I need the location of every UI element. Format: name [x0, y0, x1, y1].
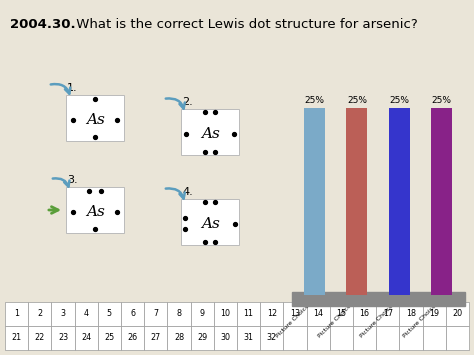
Text: 21: 21 [11, 333, 22, 343]
Text: 28: 28 [174, 333, 184, 343]
Text: 23: 23 [58, 333, 68, 343]
Bar [304, 108, 325, 295]
Bar [28, 326, 51, 350]
Text: 3: 3 [61, 310, 65, 318]
Bar [446, 302, 469, 326]
Bar [237, 326, 260, 350]
Bar [307, 326, 330, 350]
Bar [330, 302, 353, 326]
Bar [74, 326, 98, 350]
Bar [376, 326, 400, 350]
Text: What is the correct Lewis dot structure for arsenic?: What is the correct Lewis dot structure … [72, 18, 418, 31]
Text: 10: 10 [220, 310, 230, 318]
Bar [423, 326, 446, 350]
Text: 25: 25 [104, 333, 115, 343]
Bar [376, 302, 400, 326]
Bar [283, 302, 307, 326]
Text: 32: 32 [267, 333, 277, 343]
Text: 4: 4 [84, 310, 89, 318]
Text: 8: 8 [176, 310, 182, 318]
Bar [330, 326, 353, 350]
Bar [260, 302, 283, 326]
Text: 25%: 25% [431, 96, 451, 105]
Bar [191, 326, 214, 350]
Bar [5, 302, 28, 326]
Bar [28, 302, 51, 326]
Bar [423, 302, 446, 326]
Text: 4.: 4. [182, 187, 193, 197]
Text: 13: 13 [290, 310, 300, 318]
Bar [400, 302, 423, 326]
Bar [191, 302, 214, 326]
Text: 5: 5 [107, 310, 112, 318]
Text: 24: 24 [81, 333, 91, 343]
Text: 6: 6 [130, 310, 135, 318]
Text: 15: 15 [337, 310, 346, 318]
Text: 17: 17 [383, 310, 393, 318]
FancyBboxPatch shape [181, 199, 239, 245]
Bar [51, 302, 74, 326]
Text: As: As [201, 127, 220, 141]
Text: 26: 26 [128, 333, 137, 343]
Bar [121, 302, 144, 326]
Text: 25%: 25% [389, 96, 409, 105]
Text: 25%: 25% [347, 96, 367, 105]
Text: 7: 7 [153, 310, 158, 318]
Bar [307, 302, 330, 326]
Bar [144, 302, 167, 326]
Bar [144, 326, 167, 350]
Text: 31: 31 [244, 333, 254, 343]
Bar [346, 108, 367, 295]
Bar [292, 293, 465, 306]
Text: 29: 29 [197, 333, 207, 343]
Text: As: As [87, 205, 105, 219]
Bar [389, 108, 410, 295]
Text: 2.: 2. [182, 97, 193, 107]
Bar [98, 326, 121, 350]
Bar [353, 302, 376, 326]
Bar [74, 302, 98, 326]
Text: 20: 20 [452, 310, 463, 318]
Bar [214, 326, 237, 350]
FancyBboxPatch shape [66, 95, 124, 141]
Text: 22: 22 [35, 333, 45, 343]
Text: 16: 16 [360, 310, 370, 318]
Text: 14: 14 [313, 310, 323, 318]
Text: 19: 19 [429, 310, 439, 318]
Bar [5, 326, 28, 350]
Text: 2: 2 [37, 310, 42, 318]
FancyBboxPatch shape [66, 187, 124, 233]
Text: 3.: 3. [67, 175, 78, 185]
Bar [260, 326, 283, 350]
Bar [98, 302, 121, 326]
Bar [431, 108, 452, 295]
Text: 18: 18 [406, 310, 416, 318]
Bar [167, 326, 191, 350]
Bar [214, 302, 237, 326]
Text: 25%: 25% [305, 96, 325, 105]
Text: As: As [201, 217, 220, 231]
Text: 27: 27 [151, 333, 161, 343]
Bar [51, 326, 74, 350]
Text: 11: 11 [244, 310, 254, 318]
Bar [353, 326, 376, 350]
Text: 1: 1 [14, 310, 19, 318]
Bar [121, 326, 144, 350]
Bar [237, 302, 260, 326]
Bar [446, 326, 469, 350]
Bar [283, 326, 307, 350]
Text: 30: 30 [220, 333, 230, 343]
Text: 12: 12 [267, 310, 277, 318]
Bar [400, 326, 423, 350]
Text: 1.: 1. [67, 83, 78, 93]
FancyBboxPatch shape [181, 109, 239, 155]
Text: As: As [87, 113, 105, 127]
Text: 9: 9 [200, 310, 205, 318]
Bar [167, 302, 191, 326]
Text: 2004.30.: 2004.30. [10, 18, 76, 31]
